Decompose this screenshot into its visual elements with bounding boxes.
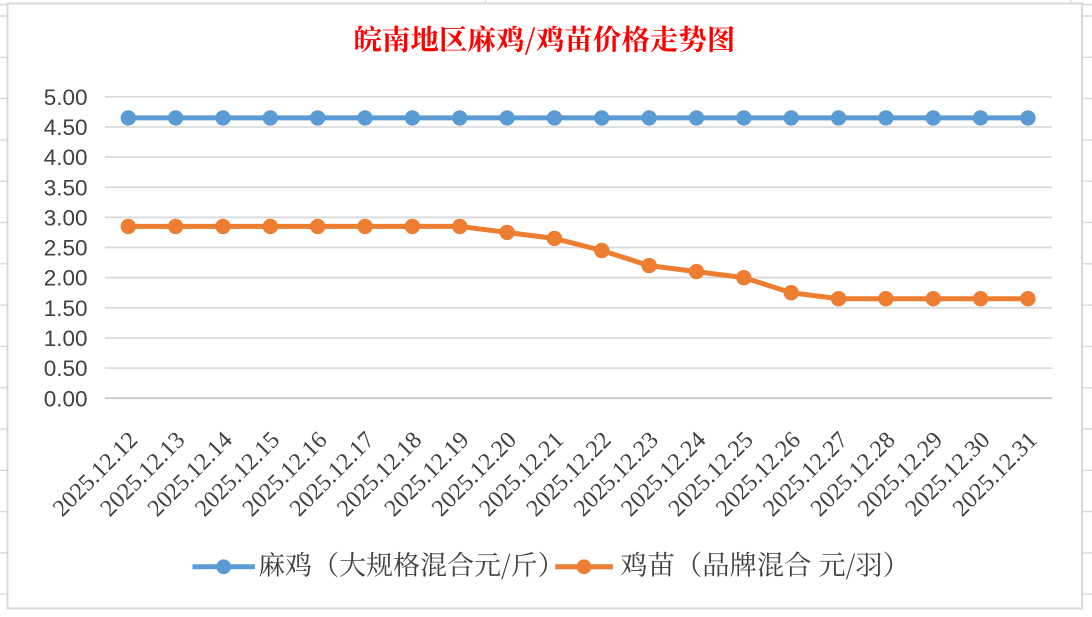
svg-text:1.00: 1.00 (44, 326, 88, 351)
svg-text:3.50: 3.50 (44, 175, 88, 200)
svg-text:3.00: 3.00 (44, 205, 88, 230)
svg-text:1.50: 1.50 (44, 296, 88, 321)
svg-text:5.00: 5.00 (44, 85, 88, 110)
svg-text:4.50: 4.50 (44, 115, 88, 140)
svg-text:2.00: 2.00 (44, 266, 88, 291)
svg-text:4.00: 4.00 (44, 145, 88, 170)
svg-text:0.00: 0.00 (44, 386, 88, 411)
svg-text:2.50: 2.50 (44, 236, 88, 261)
svg-text:0.50: 0.50 (44, 356, 88, 381)
